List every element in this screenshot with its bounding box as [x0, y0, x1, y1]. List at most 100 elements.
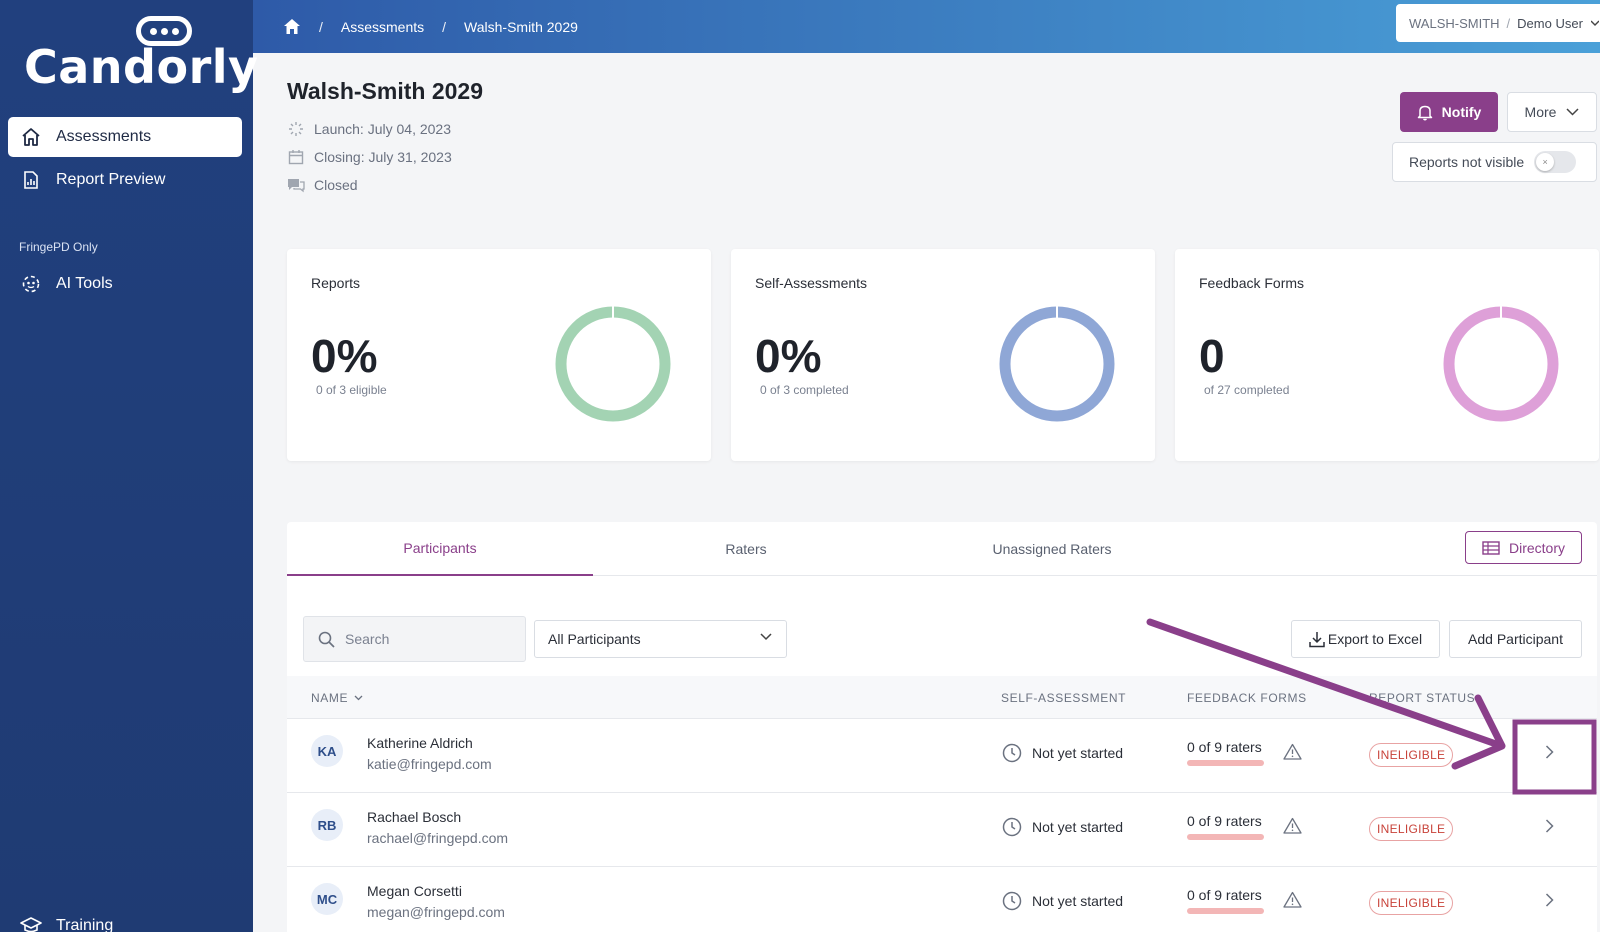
home-icon	[20, 126, 42, 148]
breadcrumb-separator: /	[442, 18, 447, 35]
sidebar: Candorly Assessments Report Preview Frin…	[0, 0, 258, 932]
status-badge: INELIGIBLE	[1369, 743, 1454, 767]
sidebar-item-ai-tools[interactable]: AI Tools	[8, 264, 242, 304]
warning-icon[interactable]	[1283, 817, 1302, 834]
page-title: Walsh-Smith 2029	[287, 78, 483, 104]
sidebar-item-assessments[interactable]: Assessments	[8, 117, 242, 157]
participant-email: rachael@fringepd.com	[367, 830, 509, 846]
feedback-progress-bar	[1187, 908, 1264, 914]
table-row[interactable]: RB Rachael Bosch rachael@fringepd.com No…	[287, 793, 1597, 867]
donut-ring	[999, 306, 1115, 422]
breadcrumb-separator: /	[319, 18, 323, 35]
search-input[interactable]	[345, 631, 515, 647]
account-switcher[interactable]: WALSH-SMITH / Demo User	[1396, 4, 1600, 42]
tab-participants[interactable]: Participants	[287, 522, 593, 576]
sidebar-item-training[interactable]: Training	[8, 906, 242, 932]
table-row[interactable]: KA Katherine Aldrich katie@fringepd.com …	[287, 719, 1597, 793]
add-participant-button[interactable]: Add Participant	[1449, 620, 1582, 658]
feedback-forms-progress: 0 of 9 raters	[1187, 739, 1264, 766]
export-to-excel-button[interactable]: Export to Excel	[1291, 620, 1440, 658]
stat-title: Self-Assessments	[755, 275, 868, 291]
warning-icon[interactable]	[1283, 891, 1302, 908]
status-badge: INELIGIBLE	[1369, 891, 1454, 915]
participants-filter-select[interactable]: All Participants	[534, 620, 787, 658]
self-assessment-status: Not yet started	[1002, 743, 1123, 763]
participant-email: megan@fringepd.com	[367, 904, 505, 920]
speech-bubble-icon	[136, 16, 192, 46]
stat-value: 0%	[311, 330, 378, 382]
participants-panel: Participants Raters Unassigned Raters Di…	[287, 522, 1597, 932]
reports-visibility: Reports not visible ×	[1392, 142, 1597, 182]
stat-title: Reports	[311, 275, 361, 291]
clock-icon	[1002, 891, 1022, 911]
feedback-progress-bar	[1187, 834, 1264, 840]
breadcrumb-assessments[interactable]: Assessments	[340, 18, 425, 35]
chevron-down-icon	[1566, 108, 1579, 116]
table-row[interactable]: MC Megan Corsetti megan@fringepd.com Not…	[287, 867, 1597, 932]
reports-visibility-label: Reports not visible	[1409, 154, 1525, 170]
top-bar: / Assessments / Walsh-Smith 2029 WALSH-S…	[253, 0, 1600, 53]
warning-icon[interactable]	[1283, 743, 1302, 760]
column-header-name[interactable]: NAME	[311, 691, 363, 705]
candorly-logo[interactable]: Candorly	[24, 14, 258, 94]
avatar: KA	[311, 735, 343, 767]
close-icon: ×	[1536, 153, 1555, 171]
org-user-separator: /	[1506, 15, 1511, 31]
sidebar-item-label: Assessments	[56, 128, 152, 145]
directory-button[interactable]: Directory	[1465, 531, 1582, 564]
clock-icon	[1002, 743, 1022, 763]
assessment-status: Closed	[287, 176, 358, 194]
participant-email: katie@fringepd.com	[367, 756, 492, 772]
sidebar-item-label: Report Preview	[56, 171, 166, 188]
stat-subtext: 0 of 3 completed	[760, 383, 849, 397]
graduation-cap-icon	[20, 915, 42, 932]
column-header-self-assessment: SELF-ASSESSMENT	[1001, 691, 1127, 705]
table-header: NAME SELF-ASSESSMENT FEEDBACK FORMS REPO…	[287, 676, 1597, 719]
avatar: RB	[311, 809, 343, 841]
bell-icon	[1417, 104, 1433, 121]
download-icon	[1309, 631, 1325, 648]
tab-raters[interactable]: Raters	[725, 541, 767, 557]
tab-bar: Participants Raters Unassigned Raters Di…	[287, 522, 1597, 576]
feedback-progress-bar	[1187, 760, 1264, 766]
search-icon	[318, 631, 335, 648]
table-icon	[1482, 540, 1500, 555]
reports-donut-chart	[555, 306, 671, 422]
chevron-right-icon[interactable]	[1545, 745, 1554, 759]
tab-unassigned-raters[interactable]: Unassigned Raters	[992, 541, 1112, 557]
column-header-report-status: REPORT STATUS	[1369, 691, 1476, 705]
sidebar-item-label: Training	[56, 917, 114, 932]
donut-ring	[1443, 306, 1559, 422]
logo-text: Candorly	[24, 40, 259, 94]
donut-ring	[555, 306, 671, 422]
stat-title: Feedback Forms	[1199, 275, 1305, 291]
chevron-down-icon	[760, 633, 772, 641]
self-assessment-status: Not yet started	[1002, 817, 1123, 837]
stat-card-reports: Reports 0% 0 of 3 eligible	[287, 249, 711, 461]
sidebar-item-label: AI Tools	[56, 275, 113, 292]
chevron-down-icon	[354, 695, 363, 701]
participant-name: Katherine Aldrich	[367, 735, 473, 751]
notify-button[interactable]: Notify	[1400, 92, 1498, 132]
stat-card-self-assessments: Self-Assessments 0% 0 of 3 completed	[731, 249, 1155, 461]
self-assessments-donut-chart	[999, 306, 1115, 422]
feedback-forms-progress: 0 of 9 raters	[1187, 887, 1264, 914]
participant-name: Megan Corsetti	[367, 883, 462, 899]
breadcrumb-current: Walsh-Smith 2029	[464, 18, 578, 35]
sidebar-section-label: FringePD Only	[19, 240, 98, 254]
clock-icon	[1002, 817, 1022, 837]
feedback-forms-progress: 0 of 9 raters	[1187, 813, 1264, 840]
chevron-right-icon[interactable]	[1545, 819, 1554, 833]
reports-visibility-toggle[interactable]: ×	[1534, 151, 1577, 173]
column-header-feedback-forms: FEEDBACK FORMS	[1187, 691, 1307, 705]
stat-value: 0	[1199, 330, 1225, 382]
ai-tools-icon	[20, 273, 42, 295]
sidebar-item-report-preview[interactable]: Report Preview	[8, 160, 242, 200]
launch-icon	[287, 120, 305, 138]
more-button[interactable]: More	[1507, 92, 1597, 132]
home-icon[interactable]	[283, 18, 301, 35]
stat-value: 0%	[755, 330, 822, 382]
status-badge: INELIGIBLE	[1369, 817, 1454, 841]
chevron-right-icon[interactable]	[1545, 893, 1554, 907]
launch-date: Launch: July 04, 2023	[287, 120, 451, 138]
